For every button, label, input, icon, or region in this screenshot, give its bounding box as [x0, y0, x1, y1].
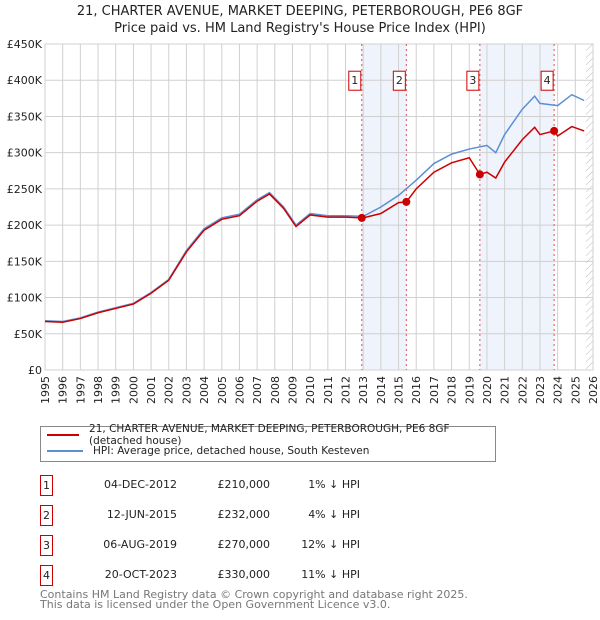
- x-tick-label: 2014: [375, 376, 388, 404]
- sale-row: 4 20-OCT-2023 £330,000 11% ↓ HPI: [40, 565, 360, 586]
- y-tick-label: £150K: [7, 255, 43, 268]
- sale-hpi-diff: 12% ↓ HPI: [301, 538, 360, 551]
- sale-price: £232,000: [217, 508, 271, 521]
- plot-border: [44, 43, 594, 371]
- x-tick-label: 2024: [552, 376, 565, 404]
- x-tick-label: 2023: [534, 376, 547, 404]
- x-tick-label: 2001: [145, 376, 158, 404]
- sale-date: 12-JUN-2015: [106, 508, 177, 521]
- legend: 21, CHARTER AVENUE, MARKET DEEPING, PETE…: [40, 423, 496, 462]
- x-tick-label: 2006: [233, 376, 246, 404]
- x-tick-label: 2012: [340, 376, 353, 404]
- sale-badge-label: 2: [396, 74, 403, 87]
- sale-row: 3 06-AUG-2019 £270,000 12% ↓ HPI: [40, 535, 360, 556]
- legend-item-hpi: HPI: Average price, detached house, Sout…: [47, 443, 369, 459]
- x-tick-label: 2004: [198, 376, 211, 404]
- x-tick-label: 2007: [251, 376, 264, 404]
- sale-number: 4: [40, 565, 53, 586]
- x-tick-label: 1997: [74, 376, 87, 404]
- y-tick-label: £200K: [7, 219, 43, 232]
- x-tick-label: 2000: [127, 376, 140, 404]
- sale-number: 3: [40, 535, 53, 556]
- x-tick-label: 1999: [110, 376, 123, 404]
- x-tick-label: 2018: [446, 376, 459, 404]
- forecast-hatch: [585, 44, 593, 370]
- x-tick-label: 2015: [393, 376, 406, 404]
- y-tick-label: £50K: [14, 328, 43, 341]
- x-tick-label: 2013: [357, 376, 370, 404]
- sale-row: 1 04-DEC-2012 £210,000 1% ↓ HPI: [40, 475, 360, 496]
- shaded-period: [479, 44, 555, 370]
- sale-point: [475, 170, 484, 179]
- sale-row: 2 12-JUN-2015 £232,000 4% ↓ HPI: [40, 505, 360, 526]
- legend-label: HPI: Average price, detached house, Sout…: [93, 445, 370, 457]
- sale-badge-label: 4: [544, 74, 551, 87]
- sale-hpi-diff: 1% ↓ HPI: [308, 478, 360, 491]
- footer-line: This data is licensed under the Open Gov…: [40, 598, 391, 611]
- sale-badge: [392, 70, 406, 91]
- sale-point: [357, 213, 366, 222]
- x-tick-label: 2010: [304, 376, 317, 404]
- x-tick-label: 2019: [463, 376, 476, 404]
- sale-hpi-diff: 4% ↓ HPI: [308, 508, 360, 521]
- sale-point: [402, 197, 411, 206]
- x-tick-label: 2002: [163, 376, 176, 404]
- x-tick-label: 1996: [57, 376, 70, 404]
- sale-price: £270,000: [217, 538, 271, 551]
- sale-badge-label: 1: [351, 74, 358, 87]
- sale-date: 04-DEC-2012: [103, 478, 177, 491]
- x-tick-label: 2025: [569, 376, 582, 404]
- sale-badge-label: 3: [469, 74, 476, 87]
- plot-area: 1995 1996 1997 1998 1999 2000 2001 2002 2003 2004…: [7, 38, 600, 404]
- x-tick-label: 2016: [410, 376, 423, 404]
- x-tick-label: 1995: [39, 376, 52, 404]
- sale-date: 20-OCT-2023: [104, 568, 177, 581]
- x-tick-label: 2026: [587, 376, 600, 404]
- sale-date: 06-AUG-2019: [103, 538, 177, 551]
- sale-badge: [540, 70, 554, 91]
- x-tick-label: 2005: [216, 376, 229, 404]
- y-tick-label: £250K: [7, 183, 43, 196]
- y-tick-label: £350K: [7, 110, 43, 123]
- x-tick-label: 2003: [180, 376, 193, 404]
- x-tick-label: 2021: [499, 376, 512, 404]
- y-tick-label: £0: [28, 364, 42, 377]
- legend-label: 21, CHARTER AVENUE, MARKET DEEPING, PETE…: [89, 423, 450, 447]
- chart-subtitle: Price paid vs. HM Land Registry's House …: [114, 21, 486, 36]
- sale-point: [550, 126, 559, 135]
- x-tick-label: 2022: [516, 376, 529, 404]
- chart-title: 21, CHARTER AVENUE, MARKET DEEPING, PETE…: [76, 4, 524, 19]
- y-tick-label: £300K: [7, 147, 43, 160]
- sale-hpi-diff: 11% ↓ HPI: [301, 568, 360, 581]
- y-tick-label: £100K: [7, 292, 43, 305]
- legend-item-property: 21, CHARTER AVENUE, MARKET DEEPING, PETE…: [47, 423, 495, 447]
- x-tick-label: 2009: [286, 376, 299, 404]
- x-tick-label: 2017: [428, 376, 441, 404]
- sale-price: £210,000: [217, 478, 271, 491]
- x-tick-label: 2008: [269, 376, 282, 404]
- x-tick-label: 1998: [92, 376, 105, 404]
- sale-badge: [466, 70, 480, 91]
- sale-badge: [348, 70, 362, 91]
- y-tick-label: £400K: [7, 74, 43, 87]
- sale-number: 1: [40, 475, 53, 496]
- sale-number: 2: [40, 505, 53, 526]
- y-tick-label: £450K: [7, 38, 43, 51]
- footer-line: Contains HM Land Registry data © Crown c…: [40, 588, 468, 601]
- shaded-period: [361, 44, 407, 370]
- footer: Contains HM Land Registry data © Crown c…: [40, 588, 468, 611]
- x-tick-label: 2011: [322, 376, 335, 404]
- sale-price: £330,000: [217, 568, 271, 581]
- x-tick-label: 2020: [481, 376, 494, 404]
